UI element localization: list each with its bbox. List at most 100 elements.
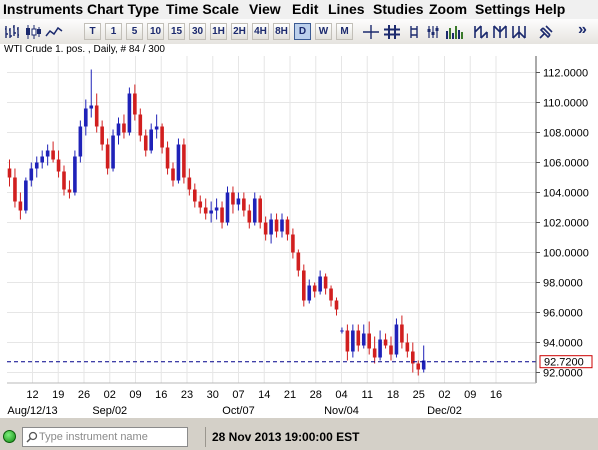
- candle: [160, 123, 164, 154]
- timescale-1min-button[interactable]: 1: [105, 23, 122, 40]
- candle-body: [34, 162, 39, 169]
- candle: [258, 195, 262, 229]
- candle-body: [62, 171, 66, 190]
- menu-help[interactable]: Help: [535, 1, 566, 17]
- indicator-1-icon[interactable]: [472, 23, 490, 40]
- y-tick-label: 100.0000: [543, 248, 589, 260]
- candle: [361, 324, 366, 349]
- menu-edit[interactable]: Edit: [292, 1, 319, 17]
- candle: [165, 141, 170, 175]
- timescale-15min-button[interactable]: 15: [168, 23, 185, 40]
- bar-chart-type-icon[interactable]: [2, 23, 22, 40]
- candle-body: [133, 93, 137, 115]
- candlestick-chart-type-icon[interactable]: [23, 23, 43, 40]
- candle: [198, 195, 203, 214]
- timescale-daily-button[interactable]: D: [294, 23, 311, 40]
- timescale-weekly-button[interactable]: W: [315, 23, 332, 40]
- status-timestamp: 28 Nov 2013 19:00:00 EST: [212, 430, 360, 444]
- timescale-tick-button[interactable]: T: [84, 23, 101, 40]
- horizontal-scroll-icon[interactable]: [405, 23, 422, 40]
- timescale-2h-button[interactable]: 2H: [231, 23, 248, 40]
- indicator-3-icon[interactable]: [510, 23, 528, 40]
- candle: [176, 138, 181, 184]
- timescale-monthly-button[interactable]: M: [336, 23, 353, 40]
- candle-body: [242, 198, 246, 211]
- candle: [100, 120, 104, 151]
- candle-body: [280, 219, 284, 232]
- current-price-box: [539, 355, 593, 369]
- candle: [323, 273, 328, 295]
- candle: [372, 336, 377, 364]
- candle: [405, 333, 410, 358]
- candle: [291, 228, 295, 259]
- toolbar-overflow-button[interactable]: »: [578, 21, 587, 38]
- x-tick-label: 09: [464, 389, 476, 401]
- candle: [220, 201, 224, 229]
- volume-bars-icon[interactable]: [444, 23, 464, 40]
- candle: [302, 264, 306, 307]
- zoom-slider-icon[interactable]: [424, 23, 441, 40]
- menu-instruments[interactable]: Instruments: [3, 1, 84, 17]
- candle: [296, 249, 301, 277]
- candle-body: [356, 330, 361, 346]
- candle: [367, 321, 371, 355]
- x-tick-label: 19: [52, 389, 64, 401]
- pin-tool-icon[interactable]: [536, 23, 554, 40]
- chart-area[interactable]: 92.7200 112.0000 110.0000 108.0000 106.0000…: [0, 44, 598, 418]
- candle-body: [203, 207, 208, 214]
- candle-body: [214, 207, 219, 211]
- x-month-label: Oct/07: [222, 405, 254, 417]
- y-tick-label: 104.0000: [543, 188, 589, 200]
- instrument-search-box[interactable]: [22, 427, 188, 447]
- candle: [307, 279, 312, 304]
- candle-body: [416, 363, 421, 370]
- candle: [149, 123, 153, 154]
- candle-body: [411, 351, 415, 364]
- candlestick-chart[interactable]: 92.7200 112.0000 110.0000 108.0000 106.0000…: [0, 44, 598, 418]
- candle-body: [340, 330, 344, 332]
- search-icon: [26, 431, 38, 443]
- candle-body: [345, 330, 350, 352]
- menu-time-scale[interactable]: Time Scale: [166, 1, 239, 17]
- timescale-1h-button[interactable]: 1H: [210, 23, 227, 40]
- instrument-search-input[interactable]: [39, 429, 185, 445]
- y-tick-label: 112.0000: [543, 68, 588, 80]
- candle-body: [285, 219, 290, 235]
- crosshair-icon[interactable]: [361, 23, 381, 40]
- candle: [40, 150, 44, 169]
- menu-view[interactable]: View: [249, 1, 281, 17]
- candle-body: [367, 333, 371, 349]
- timescale-30min-button[interactable]: 30: [189, 23, 206, 40]
- candle: [400, 315, 404, 349]
- candle-body: [247, 210, 252, 223]
- candle: [51, 141, 55, 163]
- x-axis: 12 19 26 02 09 16 23 30 07 14 21 28 04 11 18 25 02 09 16 Au…: [7, 389, 502, 417]
- menu-zoom[interactable]: Zoom: [429, 1, 468, 17]
- timescale-10min-button[interactable]: 10: [147, 23, 164, 40]
- y-tick-label: 108.0000: [543, 128, 589, 140]
- candle-body: [187, 177, 192, 190]
- candle: [187, 168, 192, 196]
- line-chart-type-icon[interactable]: [44, 23, 64, 40]
- timescale-5min-button[interactable]: 5: [126, 23, 143, 40]
- y-tick-label: 106.0000: [543, 158, 589, 170]
- grid-icon[interactable]: [382, 23, 402, 40]
- menu-studies[interactable]: Studies: [373, 1, 424, 17]
- x-month-label: Sep/02: [92, 405, 127, 417]
- candle: [84, 99, 88, 136]
- candle-body: [13, 177, 17, 202]
- candle-body: [89, 105, 94, 109]
- candle-body: [18, 201, 23, 211]
- timescale-8h-button[interactable]: 8H: [273, 23, 290, 40]
- x-month-label: Dec/02: [427, 405, 462, 417]
- indicator-2-icon[interactable]: [491, 23, 509, 40]
- x-tick-label: 12: [26, 389, 38, 401]
- menu-chart-type[interactable]: Chart Type: [87, 1, 160, 17]
- candle: [345, 324, 350, 361]
- candle: [389, 336, 393, 361]
- menu-lines[interactable]: Lines: [328, 1, 365, 17]
- candle-body: [100, 126, 104, 145]
- menu-settings[interactable]: Settings: [475, 1, 531, 17]
- timescale-4h-button[interactable]: 4H: [252, 23, 269, 40]
- candle-body: [111, 135, 115, 169]
